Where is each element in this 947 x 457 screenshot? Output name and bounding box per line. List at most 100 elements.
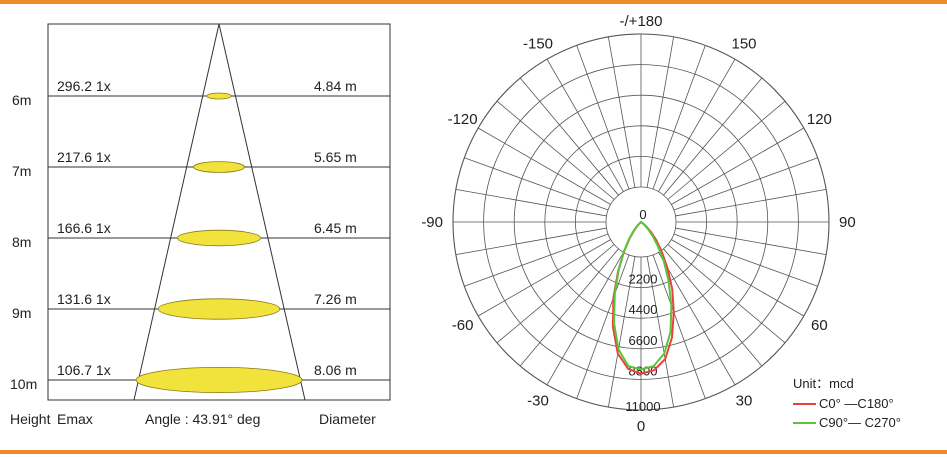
- height-label: 8m: [12, 234, 31, 250]
- light-spot: [135, 366, 303, 393]
- footer-emax-label: Emax: [57, 411, 93, 427]
- cone-row: 9m 131.6 1x 7.26 m: [12, 291, 390, 321]
- polar-spoke: [673, 233, 818, 287]
- polar-spoke: [546, 58, 624, 192]
- polar-radial-labels: 0 2200 4400 6600 8800 11000: [625, 207, 660, 414]
- polar-spoke: [652, 45, 706, 190]
- angle-label: -90: [421, 214, 443, 231]
- polar-ring: [544, 125, 738, 319]
- light-spot: [157, 298, 281, 320]
- angle-label: 90: [839, 214, 856, 231]
- height-label: 6m: [12, 92, 31, 108]
- emax-label: 217.6 1x: [57, 149, 111, 165]
- polar-spoke: [607, 256, 636, 408]
- polar-spoke: [675, 188, 827, 217]
- cone-row: 7m 217.6 1x 5.65 m: [12, 149, 390, 179]
- polar-spoke: [477, 127, 611, 205]
- angle-label: -/+180: [620, 13, 663, 30]
- diameter-label: 5.65 m: [314, 149, 357, 165]
- angle-label: -120: [448, 111, 478, 128]
- polar-spoke: [519, 77, 619, 196]
- radial-label: 2200: [629, 272, 658, 287]
- polar-spoke: [546, 252, 624, 386]
- polar-spoke: [464, 233, 609, 287]
- polar-angle-labels: -/+180 150 120 90 60 30 0 -30 -60 -90 -120 -150: [421, 13, 855, 435]
- polar-spoke: [464, 157, 609, 211]
- polar-spoke: [576, 45, 630, 190]
- height-label: 9m: [12, 305, 31, 321]
- footer-angle-label: Angle : 43.91° deg: [145, 411, 260, 427]
- cone-row: 10m 106.7 1x 8.06 m: [10, 362, 390, 393]
- legend-label-c90-c270: C90°— C270°: [819, 415, 901, 430]
- polar-spoke: [496, 100, 615, 200]
- bottom-rule: [0, 450, 947, 454]
- legend: Unit：mcd C0° —C180° C90°— C270°: [793, 376, 901, 430]
- polar-spoke: [675, 227, 827, 256]
- radial-label: 4400: [629, 302, 658, 317]
- series-line: [611, 221, 675, 375]
- polar-spoke: [658, 252, 736, 386]
- polar-spoke: [607, 36, 636, 188]
- angle-label: -60: [452, 317, 474, 334]
- angle-label: -30: [527, 392, 549, 409]
- radial-label: 8800: [629, 363, 658, 378]
- light-spot: [177, 229, 261, 247]
- polar-spoke: [667, 100, 786, 200]
- series-line: [613, 221, 673, 371]
- emax-label: 166.6 1x: [57, 220, 111, 236]
- cone-row: 8m 166.6 1x 6.45 m: [12, 220, 390, 250]
- angle-label: 150: [731, 36, 756, 53]
- diameter-label: 7.26 m: [314, 291, 357, 307]
- polar-spoke: [455, 188, 607, 217]
- legend-label-c0-c180: C0° —C180°: [819, 396, 894, 411]
- polar-spoke: [455, 227, 607, 256]
- radial-label: 11000: [625, 399, 660, 414]
- polar-spoke: [652, 254, 706, 399]
- angle-label: 30: [736, 392, 753, 409]
- emax-label: 106.7 1x: [57, 362, 111, 378]
- polar-spoke: [646, 256, 675, 408]
- polar-spoke: [646, 36, 675, 188]
- polar-spoke: [496, 244, 615, 344]
- height-label: 7m: [12, 163, 31, 179]
- radial-label: 6600: [629, 333, 658, 348]
- angle-label: -150: [523, 36, 553, 53]
- polar-spoke: [673, 157, 818, 211]
- cone-rows: 6m 296.2 1x 4.84 m 7m 217.6 1x 5.65 m 8m 166.6 …: [10, 78, 390, 393]
- polar-series: [611, 221, 675, 375]
- polar-ring: [483, 64, 799, 380]
- angle-label: 60: [811, 317, 828, 334]
- polar-spoke: [667, 244, 786, 344]
- radial-label: 0: [639, 207, 646, 222]
- cone-edge-right: [218, 23, 306, 401]
- polar-spoke: [663, 248, 763, 367]
- top-rule: [0, 0, 947, 4]
- polar-spoke: [477, 239, 611, 317]
- polar-spoke: [671, 239, 805, 317]
- height-label: 10m: [10, 376, 37, 392]
- beam-cone-chart: 6m 296.2 1x 4.84 m 7m 217.6 1x 5.65 m 8m 166.6 …: [10, 23, 391, 427]
- cone-lines: [133, 23, 306, 401]
- light-spot: [193, 161, 245, 173]
- angle-label: 0: [637, 418, 645, 435]
- light-spot: [206, 92, 232, 100]
- polar-spoke: [671, 127, 805, 205]
- polar-ring: [605, 186, 677, 258]
- diameter-label: 6.45 m: [314, 220, 357, 236]
- emax-label: 131.6 1x: [57, 291, 111, 307]
- unit-label: Unit：mcd: [793, 376, 854, 391]
- diameter-label: 4.84 m: [314, 78, 357, 94]
- polar-grid: [452, 33, 830, 411]
- footer-height-label: Height: [10, 411, 51, 427]
- polar-spoke: [658, 58, 736, 192]
- polar-spoke: [519, 248, 619, 367]
- polar-spoke: [576, 254, 630, 399]
- angle-label: 120: [807, 111, 832, 128]
- cone-row: 6m 296.2 1x 4.84 m: [12, 78, 390, 108]
- footer-diameter-label: Diameter: [319, 411, 376, 427]
- cone-edge-left: [133, 23, 220, 401]
- polar-ring: [513, 94, 769, 350]
- emax-label: 296.2 1x: [57, 78, 111, 94]
- polar-ring: [452, 33, 830, 411]
- diameter-label: 8.06 m: [314, 362, 357, 378]
